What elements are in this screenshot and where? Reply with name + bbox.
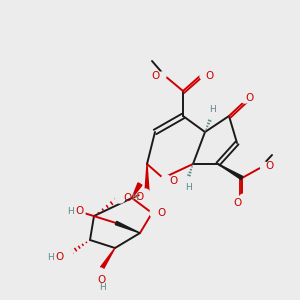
- Text: O: O: [98, 275, 106, 285]
- Text: O: O: [158, 208, 166, 218]
- Circle shape: [200, 72, 208, 80]
- Text: O: O: [75, 206, 83, 216]
- Text: O: O: [266, 161, 274, 171]
- Text: H: H: [99, 284, 105, 292]
- Polygon shape: [100, 248, 115, 269]
- Text: H: H: [67, 206, 73, 215]
- Circle shape: [63, 249, 73, 259]
- Text: O: O: [234, 198, 242, 208]
- Circle shape: [150, 208, 160, 218]
- Text: O: O: [55, 252, 63, 262]
- Circle shape: [161, 175, 171, 185]
- Circle shape: [95, 268, 105, 278]
- Polygon shape: [115, 221, 140, 233]
- Circle shape: [140, 189, 150, 199]
- Text: O: O: [135, 192, 143, 202]
- Text: H: H: [132, 194, 138, 202]
- Text: O: O: [206, 71, 214, 81]
- Text: O: O: [124, 193, 132, 203]
- Circle shape: [158, 72, 166, 80]
- Circle shape: [241, 95, 249, 103]
- Text: O: O: [152, 71, 160, 81]
- Circle shape: [183, 177, 191, 185]
- Circle shape: [208, 111, 216, 119]
- Text: H: H: [210, 106, 216, 115]
- Text: H: H: [184, 182, 191, 191]
- Text: H: H: [48, 253, 54, 262]
- Polygon shape: [218, 164, 243, 179]
- Circle shape: [75, 208, 85, 218]
- Text: O: O: [246, 93, 254, 103]
- Polygon shape: [132, 183, 142, 198]
- Circle shape: [260, 162, 268, 170]
- Circle shape: [239, 194, 249, 204]
- Circle shape: [115, 193, 125, 203]
- Polygon shape: [145, 164, 149, 192]
- Text: O: O: [169, 176, 177, 186]
